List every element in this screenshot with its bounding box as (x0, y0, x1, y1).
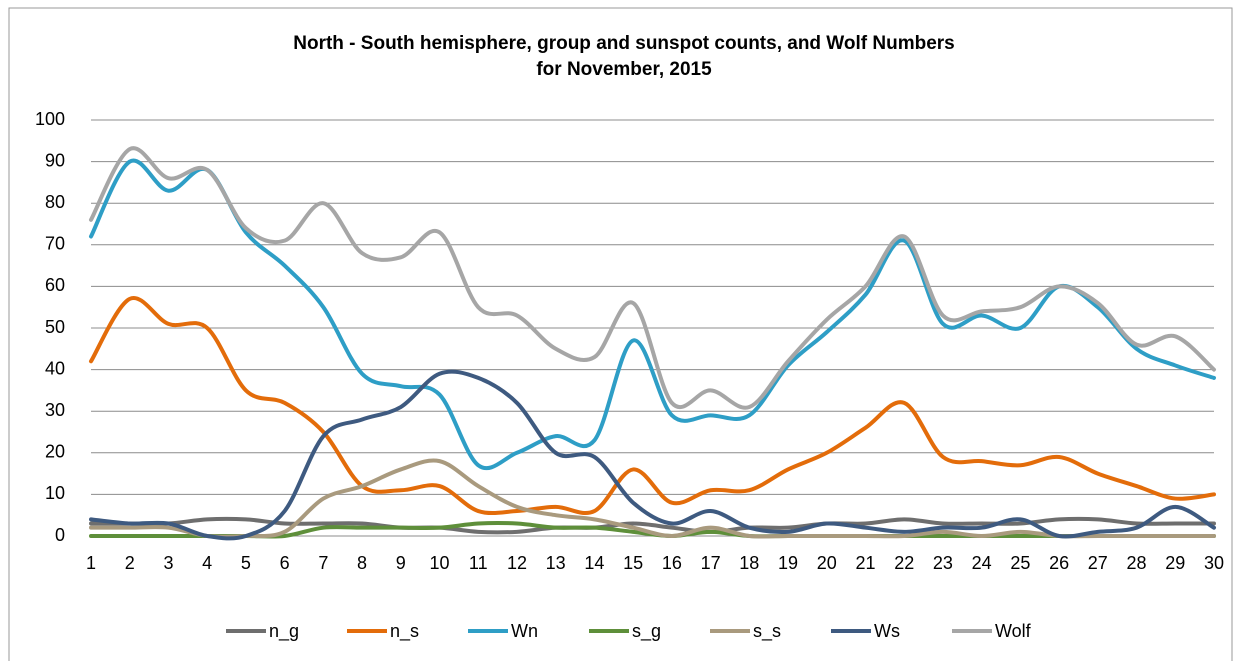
x-tick-label: 6 (280, 553, 290, 573)
x-tick-label: 21 (855, 553, 875, 573)
x-tick-label: 7 (318, 553, 328, 573)
series-line (89, 458, 1216, 539)
series-line (89, 146, 1216, 410)
x-tick-label: 4 (202, 553, 212, 573)
y-tick-label: 70 (45, 234, 65, 254)
y-tick-label: 30 (45, 400, 65, 420)
legend-label: s_s (753, 621, 781, 642)
y-tick-label: 20 (45, 442, 65, 462)
y-tick-label: 90 (45, 150, 65, 170)
x-tick-label: 28 (1127, 553, 1147, 573)
x-tick-label: 17 (701, 553, 721, 573)
x-tick-label: 12 (507, 553, 527, 573)
legend-label: s_g (632, 621, 661, 642)
y-tick-label: 40 (45, 358, 65, 378)
legend-label: Wolf (995, 621, 1032, 641)
x-tick-label: 5 (241, 553, 251, 573)
x-tick-label: 27 (1088, 553, 1108, 573)
x-tick-label: 10 (430, 553, 450, 573)
x-tick-label: 30 (1204, 553, 1224, 573)
x-tick-label: 24 (972, 553, 992, 573)
legend-label: n_g (269, 621, 299, 642)
y-tick-label: 10 (45, 483, 65, 503)
x-tick-label: 23 (933, 553, 953, 573)
x-tick-label: 1 (86, 553, 96, 573)
x-tick-label: 18 (739, 553, 759, 573)
x-tick-label: 3 (163, 553, 173, 573)
x-tick-label: 29 (1165, 553, 1185, 573)
series-line (89, 295, 1216, 516)
x-tick-label: 11 (469, 553, 488, 573)
y-tick-label: 100 (35, 109, 65, 129)
x-tick-label: 16 (662, 553, 682, 573)
x-tick-label: 13 (546, 553, 566, 573)
x-tick-label: 25 (1010, 553, 1030, 573)
x-tick-label: 20 (817, 553, 837, 573)
y-tick-label: 60 (45, 275, 65, 295)
x-tick-label: 22 (894, 553, 914, 573)
y-tick-label: 80 (45, 192, 65, 212)
x-tick-label: 19 (778, 553, 798, 573)
chart-title: North - South hemisphere, group and suns… (293, 33, 955, 54)
x-tick-label: 9 (396, 553, 406, 573)
x-tick-label: 8 (357, 553, 367, 573)
y-tick-label: 0 (55, 525, 65, 545)
series-line (89, 516, 1216, 535)
legend-label: n_s (390, 621, 419, 642)
chart-title: for November, 2015 (536, 59, 712, 80)
x-tick-label: 14 (584, 553, 604, 573)
y-tick-label: 50 (45, 317, 65, 337)
series-line (89, 369, 1216, 541)
x-tick-label: 15 (623, 553, 643, 573)
x-tick-label: 2 (125, 553, 135, 573)
x-tick-label: 26 (1049, 553, 1069, 573)
legend-label: Ws (874, 621, 900, 641)
legend-label: Wn (511, 621, 538, 641)
series-line (89, 158, 1216, 471)
